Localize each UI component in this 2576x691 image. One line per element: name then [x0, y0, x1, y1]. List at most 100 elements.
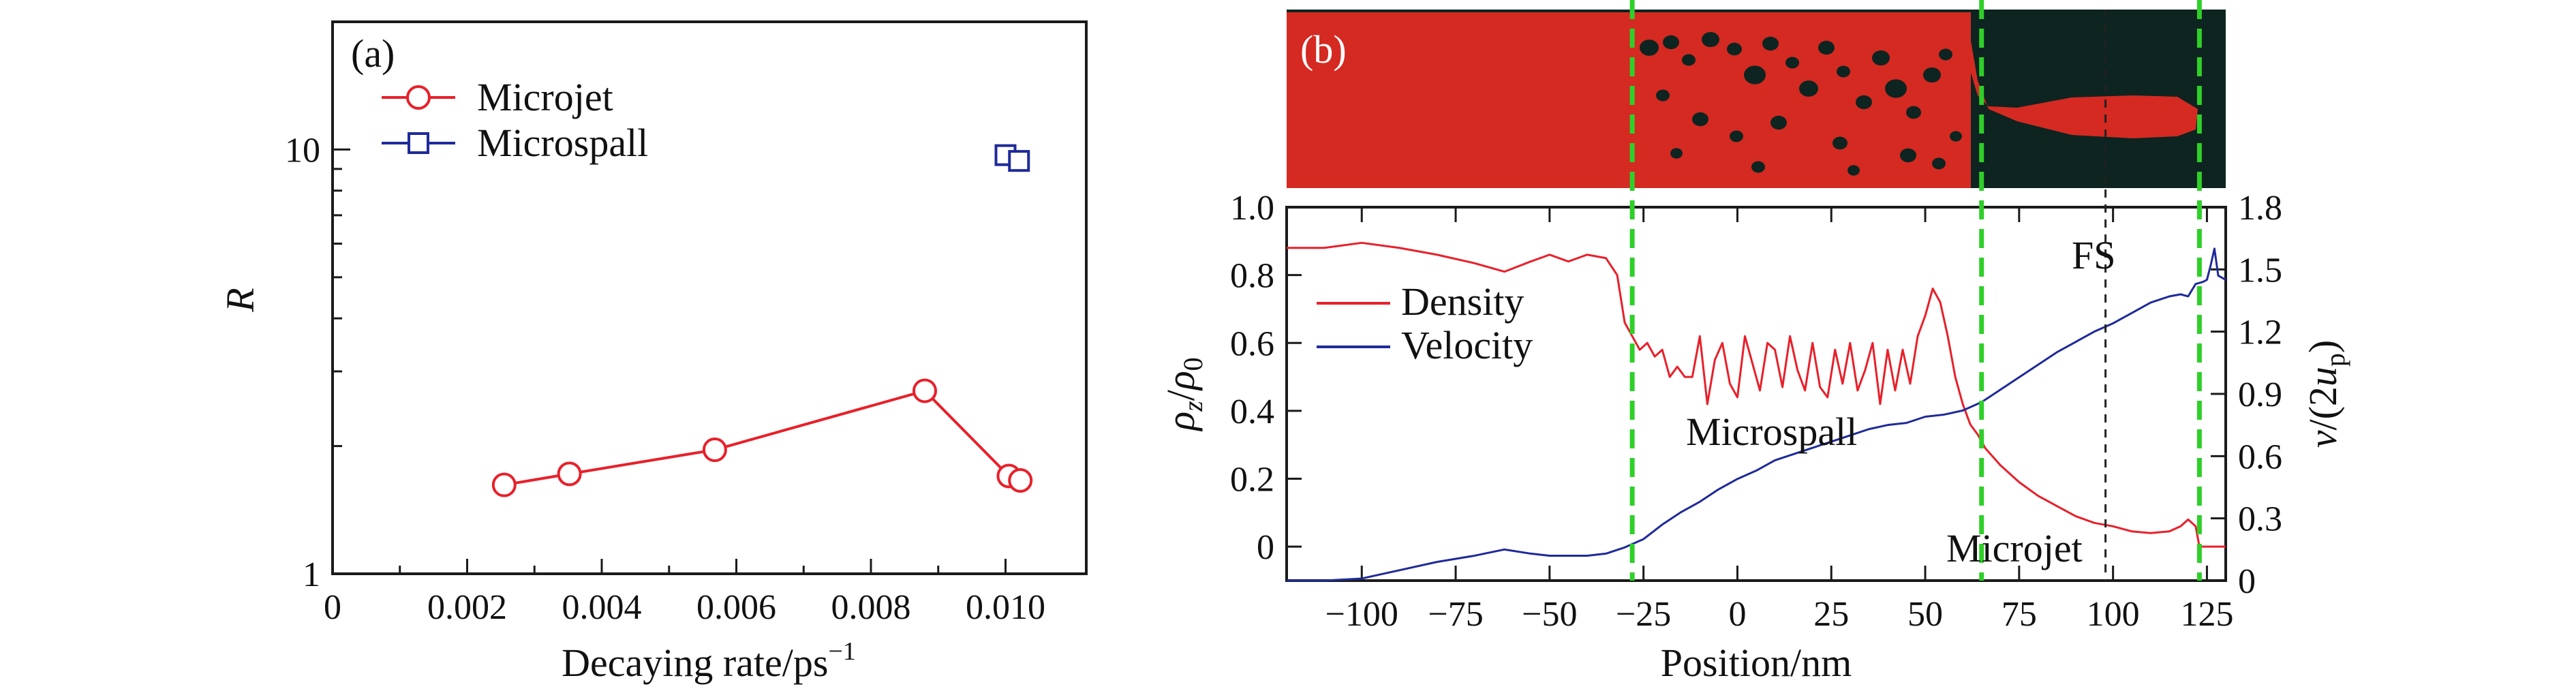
void — [1923, 67, 1941, 83]
panel-b-markers — [1629, 0, 2202, 581]
panel-b-xtick-label: 50 — [1907, 595, 1943, 634]
void — [1833, 136, 1847, 150]
ylabel-right-v: v — [2301, 430, 2345, 448]
point-microjet — [491, 472, 517, 497]
snapshot-jet-base — [1956, 12, 1971, 188]
panel-a: 0 0.002 0.004 0.006 0.008 0.010 1 10 (a) Microj… — [218, 20, 1088, 685]
panel-b-ytick-right-label: 0 — [2238, 562, 2256, 601]
panel-a-ticks: 0 0.002 0.004 0.006 0.008 0.010 1 10 — [285, 20, 1045, 627]
panel-a-legend: Microjet Microspall — [382, 75, 648, 165]
snapshot-voids — [1640, 31, 1962, 176]
panel-a-xtick-label: 0.008 — [831, 588, 911, 627]
panel-b-xtick-label: 125 — [2180, 595, 2233, 634]
panel-b-ytick-left-label: 0.6 — [1230, 324, 1274, 363]
panel-b-label: (b) — [1300, 27, 1347, 72]
panel-b-xtick-label: −25 — [1616, 595, 1671, 634]
panel-b-xtick-label: −100 — [1325, 595, 1398, 634]
point-microjet — [1008, 467, 1033, 493]
panel-b-xtick-label: −75 — [1428, 595, 1483, 634]
legend-microspall-marker — [408, 132, 429, 154]
legend-velocity-label: Velocity — [1401, 323, 1533, 367]
void — [1906, 106, 1921, 119]
void — [1762, 36, 1779, 51]
series-line-velocity — [1287, 247, 2226, 582]
legend-microjet: Microjet — [382, 75, 613, 119]
void — [1640, 40, 1659, 56]
panel-b-ytick-right-label: 1.5 — [2238, 251, 2282, 290]
panel-b-ylabel-left: ρz/ρ0 — [1159, 357, 1208, 431]
panel-b-ylabel-right: v/(2up) — [2301, 340, 2350, 448]
panel-a-xtick-label: 0.010 — [966, 588, 1045, 627]
series-line-density — [1287, 241, 2226, 548]
legend-microjet-label: Microjet — [477, 75, 613, 119]
legend-density-label: Density — [1401, 279, 1524, 324]
panel-b-xtick-label: 75 — [2002, 595, 2037, 634]
panel-a-data — [491, 144, 1033, 497]
void — [1702, 31, 1719, 48]
ylabel-right-close: ) — [2301, 340, 2345, 353]
panel-b-ytick-right-label: 0.3 — [2238, 500, 2282, 539]
md-snapshot-image: (b) — [1287, 10, 2226, 188]
panel-a-xlabel: Decaying rate/ps−1 — [562, 637, 856, 685]
ylabel-left-sub-0: 0 — [1178, 357, 1208, 371]
void — [1872, 50, 1890, 66]
panel-b-ytick-right-label: 1.8 — [2238, 189, 2282, 228]
annotation-fs: FS — [2072, 233, 2116, 277]
point-microjet — [557, 461, 582, 487]
panel-a-xtick-label: 0.006 — [696, 588, 776, 627]
panel-a-ytick-label: 10 — [285, 131, 320, 170]
void — [1682, 54, 1696, 66]
void — [1939, 48, 1952, 61]
void — [1856, 95, 1872, 110]
ylabel-right-sub-p: p — [2320, 353, 2350, 367]
void — [1785, 57, 1799, 69]
void — [1670, 148, 1683, 159]
panel-b-ytick-right-label: 1.2 — [2238, 313, 2282, 352]
panel-b-ytick-left-label: 0.8 — [1230, 257, 1274, 296]
panel-b-ytick-left-label: 0 — [1257, 528, 1274, 567]
panel-b-xtick-label: −50 — [1522, 595, 1577, 634]
ylabel-left-sub-z: z — [1178, 401, 1208, 412]
void — [1663, 35, 1679, 50]
void — [1692, 112, 1708, 127]
panel-b-ytick-left-label: 0.4 — [1230, 393, 1274, 431]
void — [1656, 89, 1670, 102]
ylabel-right-u: u — [2301, 367, 2345, 386]
void — [1950, 131, 1962, 142]
void — [1744, 65, 1766, 85]
panel-b-xtick-label: 25 — [1813, 595, 1849, 634]
void — [1885, 79, 1907, 98]
panel-a-xlabel-sup: −1 — [828, 637, 855, 666]
ylabel-left-rho0: ρ — [1159, 371, 1203, 391]
point-microjet — [702, 437, 727, 463]
panel-a-ytick-label: 1 — [303, 555, 320, 594]
annotation-microspall: Microspall — [1686, 410, 1857, 454]
panel-b-xtick-label: 100 — [2087, 595, 2140, 634]
void — [1730, 130, 1743, 142]
void — [1900, 148, 1916, 163]
panel-b-ytick-left-label: 0.2 — [1230, 461, 1274, 500]
void — [1770, 115, 1787, 130]
panel-b-data — [1287, 241, 2226, 582]
legend-velocity: Velocity — [1317, 323, 1533, 367]
panel-b: (b) −100 −75 −50 −25 0 25 50 75 100 12500.20.40.6… — [1159, 0, 2350, 685]
panel-a-xlabel-main: Decaying rate/ps — [562, 641, 828, 685]
panel-b-ytick-right-label: 0.9 — [2238, 375, 2282, 414]
void — [1837, 65, 1850, 78]
panel-b-ticks: −100 −75 −50 −25 0 25 50 75 100 12500.20.40.60.81… — [1230, 189, 2282, 634]
panel-a-label: (a) — [351, 31, 395, 76]
legend-microspall: Microspall — [382, 121, 648, 165]
point-microjet — [913, 378, 937, 403]
legend-microspall-label: Microspall — [477, 121, 648, 165]
panel-a-ylabel: R — [218, 288, 262, 312]
panel-a-xtick-label: 0 — [324, 588, 341, 627]
void — [1751, 161, 1765, 173]
ylabel-left-rho: ρ — [1159, 412, 1203, 432]
void — [1799, 80, 1818, 97]
panel-a-xtick-label: 0.004 — [562, 588, 642, 627]
annotation-microjet: Microjet — [1946, 526, 2083, 570]
panel-b-legend: Density Velocity — [1317, 279, 1533, 367]
ylabel-left-slash: / — [1159, 389, 1203, 401]
panel-b-ytick-left-label: 1.0 — [1230, 189, 1274, 228]
